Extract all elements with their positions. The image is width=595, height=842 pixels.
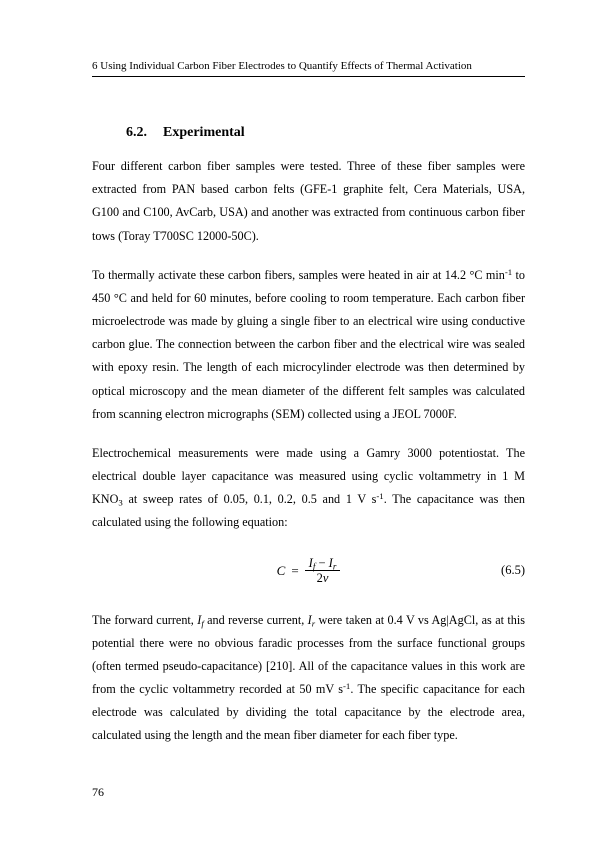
p2-text: and held for 60 minutes, before cooling … (92, 291, 525, 421)
p3-sup: -1 (376, 491, 383, 501)
paragraph-1: Four different carbon fiber samples were… (92, 155, 525, 248)
eq-denominator: 2v (313, 571, 333, 585)
section-title: Experimental (163, 125, 245, 140)
paragraph-4: The forward current, If and reverse curr… (92, 609, 525, 748)
running-head: 6 Using Individual Carbon Fiber Electrod… (92, 60, 525, 77)
eq-lhs: C (277, 563, 286, 579)
eq-fraction: If − Ir 2v (305, 556, 341, 586)
paragraph-2: To thermally activate these carbon fiber… (92, 264, 525, 426)
p2-unit: °C (114, 291, 127, 305)
p2-unit: °C min (469, 268, 504, 282)
page-number: 76 (92, 785, 104, 800)
section-heading: 6.2. Experimental (126, 125, 525, 141)
equation-row: C = If − Ir 2v (6.5) (92, 551, 525, 591)
eq-sym: v (323, 571, 329, 585)
eq-equals: = (291, 563, 298, 579)
eq-numerator: If − Ir (305, 556, 341, 570)
paragraph-3: Electrochemical measurements were made u… (92, 442, 525, 535)
p4-text: The forward current, (92, 613, 197, 627)
section-number: 6.2. (126, 125, 147, 140)
p2-text: To thermally activate these carbon fiber… (92, 268, 469, 282)
p4-text: and reverse current, (204, 613, 308, 627)
equation-number: (6.5) (501, 563, 525, 578)
eq-minus: − (315, 556, 328, 570)
equation: C = If − Ir 2v (277, 556, 341, 586)
p3-text: at sweep rates of 0.05, 0.1, 0.2, 0.5 an… (123, 492, 377, 506)
